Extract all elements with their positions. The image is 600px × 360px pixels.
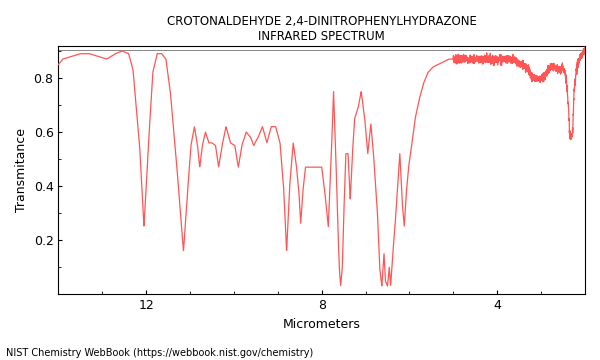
- X-axis label: Micrometers: Micrometers: [283, 318, 361, 330]
- Title: CROTONALDEHYDE 2,4-DINITROPHENYLHYDRAZONE
INFRARED SPECTRUM: CROTONALDEHYDE 2,4-DINITROPHENYLHYDRAZON…: [167, 15, 476, 43]
- Text: NIST Chemistry WebBook (https://webbook.nist.gov/chemistry): NIST Chemistry WebBook (https://webbook.…: [6, 348, 313, 358]
- Y-axis label: Transmitance: Transmitance: [15, 128, 28, 212]
